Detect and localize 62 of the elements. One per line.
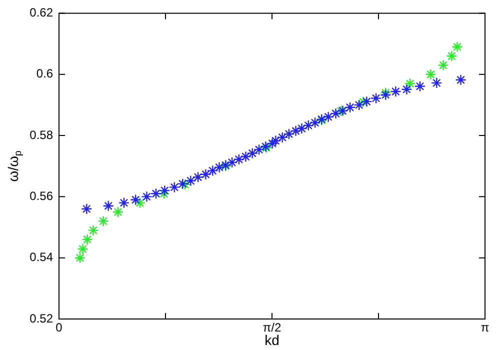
point <box>446 50 458 62</box>
point <box>118 197 130 208</box>
point <box>438 60 449 71</box>
point <box>81 203 92 215</box>
point <box>246 148 258 159</box>
point <box>207 165 218 176</box>
point <box>179 178 191 190</box>
point <box>358 96 369 108</box>
point <box>130 194 142 206</box>
point <box>309 117 321 128</box>
x-tick-label: π <box>480 320 490 335</box>
point <box>353 99 365 111</box>
point <box>266 138 278 150</box>
point <box>112 206 124 218</box>
point <box>192 172 204 183</box>
point <box>452 41 463 52</box>
point <box>344 102 356 113</box>
point <box>168 182 180 193</box>
x-tick-label: 0 <box>56 320 63 335</box>
point <box>370 92 382 104</box>
point <box>214 162 225 173</box>
point <box>253 144 265 156</box>
y-tick-label: 0.54 <box>30 250 54 264</box>
point <box>226 156 238 168</box>
point <box>82 234 93 246</box>
point <box>455 74 466 86</box>
point <box>276 132 288 143</box>
point <box>296 122 308 134</box>
y-axis-title: ω/ωp <box>4 150 24 182</box>
point <box>390 86 402 98</box>
point <box>425 68 436 80</box>
y-tick-label: 0.58 <box>30 128 54 142</box>
point <box>177 178 188 190</box>
point <box>361 96 372 108</box>
y-tick-label: 0.52 <box>30 311 54 326</box>
point <box>322 111 334 122</box>
point <box>401 84 412 95</box>
point <box>414 80 426 92</box>
point <box>404 78 416 90</box>
point <box>150 188 162 200</box>
point <box>431 77 442 89</box>
point <box>88 224 99 236</box>
point <box>74 252 86 264</box>
point <box>270 135 282 146</box>
point <box>134 197 146 208</box>
point <box>141 191 152 202</box>
y-tick-label: 0.56 <box>30 188 54 203</box>
point <box>330 108 342 120</box>
point <box>185 175 196 186</box>
point <box>158 188 170 200</box>
point <box>200 168 212 180</box>
point <box>159 184 170 196</box>
point <box>240 151 252 162</box>
point <box>98 216 109 227</box>
point <box>283 128 295 140</box>
point <box>77 243 88 255</box>
point <box>102 200 114 212</box>
point <box>290 125 302 137</box>
point <box>302 120 314 132</box>
point <box>233 154 245 165</box>
y-tick-label: 0.6 <box>36 66 54 81</box>
y-tick-label: 0.62 <box>30 6 54 20</box>
